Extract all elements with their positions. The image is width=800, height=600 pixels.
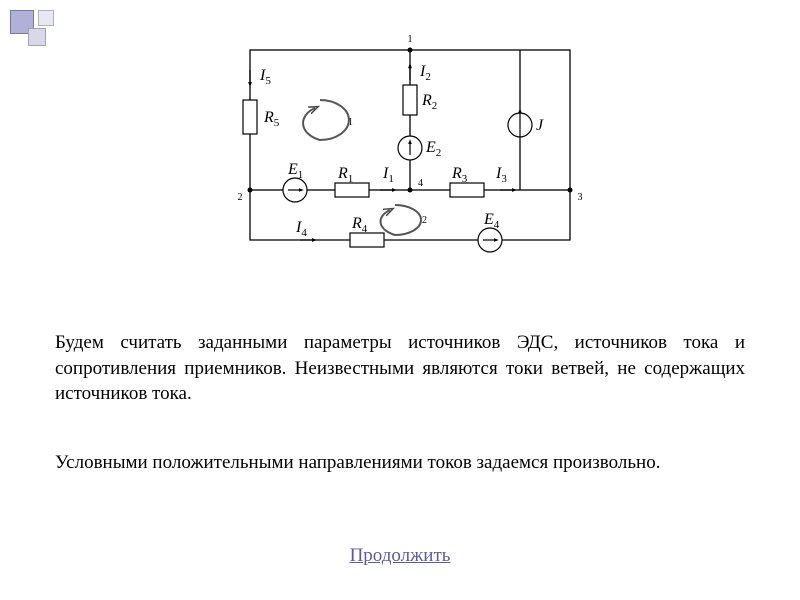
paragraph-1: Будем считать заданными параметры источн… xyxy=(55,330,745,407)
paragraph-2: Условными положительными направлениями т… xyxy=(55,450,745,476)
label-J: J xyxy=(536,117,544,134)
node-2 xyxy=(248,188,253,193)
loop-1-label: 1 xyxy=(348,117,353,128)
node-1-label: 1 xyxy=(408,34,413,45)
loop-arrow-2 xyxy=(381,205,421,235)
node-4-label: 4 xyxy=(418,178,423,189)
label-R1: R1 xyxy=(337,165,353,185)
label-I2: I2 xyxy=(419,63,431,83)
label-E2: E2 xyxy=(425,139,441,159)
label-I1: I1 xyxy=(382,165,394,185)
label-I5: I5 xyxy=(259,67,271,87)
label-I4: I4 xyxy=(295,219,307,239)
resistor-R2 xyxy=(403,85,417,115)
resistor-R3 xyxy=(450,183,484,197)
label-R4: R4 xyxy=(351,215,368,235)
label-I3: I3 xyxy=(495,165,507,185)
loop-2-label: 2 xyxy=(422,215,427,226)
decor-square-2 xyxy=(38,10,54,26)
continue-link[interactable]: Продолжить xyxy=(350,545,451,566)
node-3-label: 3 xyxy=(578,192,583,203)
loop-arrow-1 xyxy=(303,100,349,140)
node-2-label: 2 xyxy=(238,192,243,203)
circuit-diagram: 1 2 3 4 I5 R5 I2 R2 E2 J E1 R1 I1 R3 I3 … xyxy=(200,30,600,280)
label-R5: R5 xyxy=(263,109,280,129)
node-3 xyxy=(568,188,573,193)
node-1 xyxy=(408,48,413,53)
resistor-R1 xyxy=(335,183,369,197)
node-4 xyxy=(408,188,413,193)
label-R3: R3 xyxy=(451,165,468,185)
decor-square-3 xyxy=(28,28,46,46)
resistor-R5 xyxy=(243,100,257,134)
resistor-R4 xyxy=(350,233,384,247)
label-R2: R2 xyxy=(421,92,437,112)
